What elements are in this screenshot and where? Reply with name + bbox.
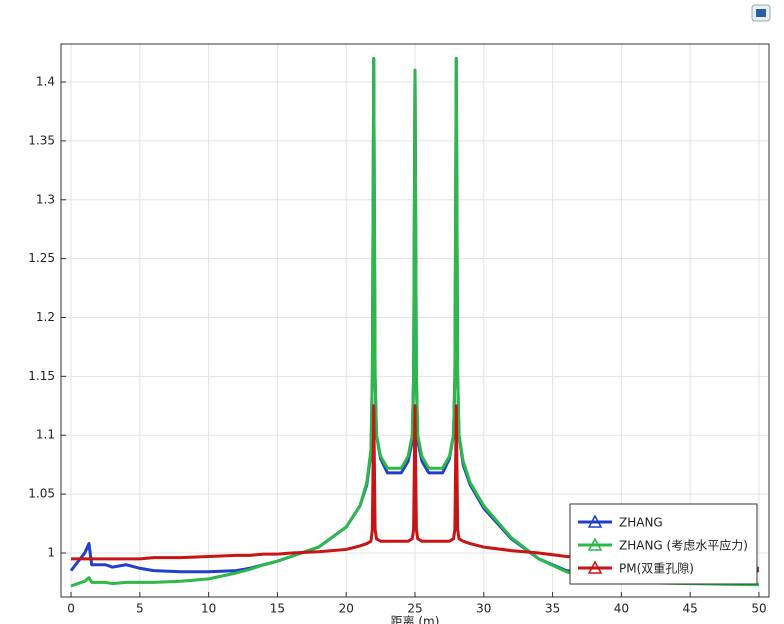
series-line	[71, 404, 760, 570]
y-tick-label: 1.05	[28, 487, 55, 501]
x-tick-label: 15	[270, 602, 285, 616]
series-line	[70, 56, 759, 588]
legend-label: PM(双重孔隙)	[619, 562, 694, 576]
y-tick-label: 1.1	[36, 428, 55, 442]
x-tick-label: 0	[67, 602, 75, 616]
y-tick-label: 1.3	[36, 192, 55, 206]
icon-body	[756, 9, 766, 17]
y-tick-label: 1.35	[28, 133, 55, 147]
y-tick-label: 1.4	[36, 75, 55, 89]
x-tick-label: 40	[614, 602, 629, 616]
x-tick-label: 10	[201, 602, 216, 616]
x-axis-label: 距离 (m)	[391, 614, 440, 624]
legend-marker	[587, 537, 603, 551]
x-tick-label: 50	[751, 602, 766, 616]
legend-marker	[587, 514, 603, 528]
toolbar-icon[interactable]	[751, 4, 771, 22]
y-tick-label: 1.15	[28, 369, 55, 383]
plot-area: 1 1.05 1.1 1.15 1.2 1.25 1.3 1.35 1.4 0 5 10 15 20 25 3…	[28, 43, 770, 616]
legend-label: ZHANG	[619, 516, 663, 530]
legend-marker	[587, 560, 603, 574]
x-tick-label: 5	[136, 602, 144, 616]
x-tick-label: 30	[476, 602, 491, 616]
x-tick-label: 20	[339, 602, 354, 616]
x-tick-label: 45	[683, 602, 698, 616]
y-tick-label: 1.25	[28, 251, 55, 265]
y-tick-label: 1	[47, 545, 55, 559]
plot-frame	[60, 43, 770, 598]
x-tick-label: 25	[407, 602, 422, 616]
x-tick-label: 35	[545, 602, 560, 616]
legend-box	[569, 503, 758, 585]
y-tick-label: 1.2	[36, 310, 55, 324]
legend-label: ZHANG (考虑水平应力)	[619, 538, 748, 553]
legend: ZHANG ZHANG (考虑水平应力) PM(双重孔隙)	[569, 503, 758, 585]
